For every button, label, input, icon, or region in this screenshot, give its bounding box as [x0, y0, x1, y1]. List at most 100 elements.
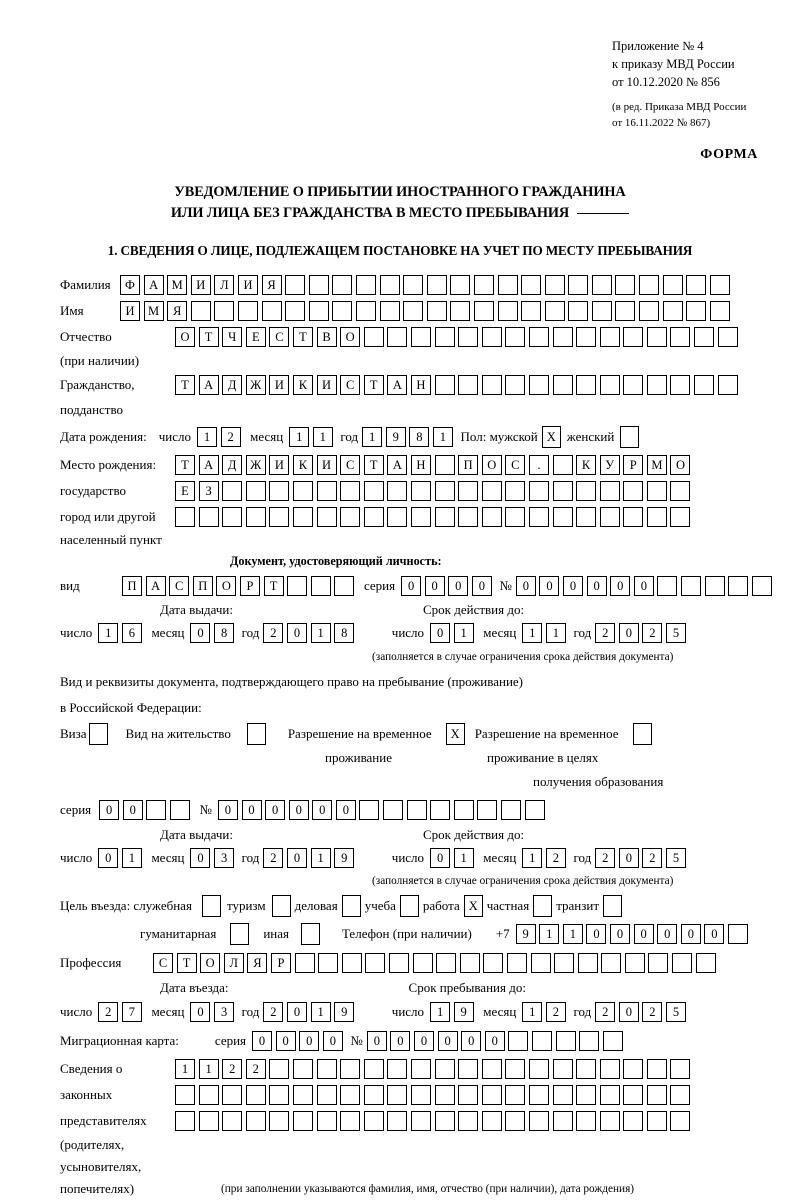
char-cell[interactable]	[686, 301, 707, 321]
char-cell[interactable]: .	[528, 455, 549, 475]
char-cell[interactable]	[670, 1085, 691, 1105]
char-cell[interactable]	[458, 1111, 479, 1131]
char-cell[interactable]	[646, 327, 667, 347]
checkbox-purpose-other[interactable]	[300, 923, 320, 945]
char-cell[interactable]	[292, 1111, 313, 1131]
char-cell[interactable]	[623, 1085, 644, 1105]
char-cell[interactable]: 1	[522, 848, 543, 868]
char-cell[interactable]	[316, 1085, 337, 1105]
char-cell[interactable]	[310, 576, 331, 596]
checkbox-purpose-study[interactable]	[399, 894, 419, 917]
char-cell[interactable]	[406, 800, 427, 820]
checkbox-purpose-tourism[interactable]	[271, 894, 291, 917]
char-cell[interactable]	[340, 1111, 361, 1131]
char-cell[interactable]: Т	[175, 375, 195, 395]
char-cell[interactable]	[552, 507, 573, 527]
char-cell[interactable]	[458, 375, 479, 395]
char-cell[interactable]: 1	[453, 623, 474, 643]
char-cell[interactable]	[599, 1059, 620, 1079]
checkbox-purpose-private[interactable]	[533, 894, 553, 917]
char-cell[interactable]: Ч	[222, 327, 243, 347]
char-cell[interactable]	[505, 1111, 526, 1131]
char-cell[interactable]	[458, 1059, 479, 1079]
char-cell[interactable]	[458, 327, 479, 347]
char-cell[interactable]: 5	[666, 848, 686, 868]
char-cell[interactable]: 0	[241, 800, 262, 820]
char-cell[interactable]	[434, 1085, 455, 1105]
checkbox-purpose-transit[interactable]	[603, 894, 623, 917]
char-cell[interactable]	[340, 1059, 361, 1079]
char-cell[interactable]: Е	[245, 327, 266, 347]
char-cell[interactable]	[341, 953, 362, 973]
char-cell[interactable]	[363, 507, 384, 527]
char-cell[interactable]	[292, 481, 313, 501]
char-cell[interactable]: А	[387, 375, 408, 395]
char-cell[interactable]: К	[576, 455, 597, 475]
checkbox-purpose-official[interactable]	[201, 894, 221, 917]
char-cell[interactable]	[528, 1059, 549, 1079]
char-cell[interactable]	[521, 301, 542, 321]
char-cell[interactable]	[169, 800, 190, 820]
char-cell[interactable]	[709, 301, 730, 321]
char-cell[interactable]	[544, 275, 565, 295]
char-cell[interactable]	[657, 576, 678, 596]
char-cell[interactable]: И	[316, 455, 337, 475]
char-cell[interactable]	[646, 507, 667, 527]
char-cell[interactable]: 2	[263, 1002, 284, 1022]
char-cell[interactable]	[505, 507, 526, 527]
char-cell[interactable]: А	[198, 375, 219, 395]
char-cell[interactable]: Т	[176, 953, 197, 973]
char-cell[interactable]	[245, 507, 266, 527]
char-cell[interactable]: 2	[595, 623, 616, 643]
char-cell[interactable]	[481, 327, 502, 347]
char-cell[interactable]	[670, 1111, 691, 1131]
char-cell[interactable]: 0	[704, 924, 725, 944]
char-cell[interactable]: И	[269, 455, 290, 475]
char-cell[interactable]	[198, 1111, 219, 1131]
char-cell[interactable]: 0	[122, 800, 143, 820]
char-cell[interactable]	[285, 275, 306, 295]
char-cell[interactable]: О	[200, 953, 221, 973]
char-cell[interactable]: 1	[310, 848, 331, 868]
char-cell[interactable]	[292, 1059, 313, 1079]
char-cell[interactable]: С	[153, 953, 173, 973]
char-cell[interactable]	[334, 576, 355, 596]
char-cell[interactable]	[599, 481, 620, 501]
char-cell[interactable]	[639, 301, 660, 321]
char-cell[interactable]	[694, 327, 715, 347]
char-cell[interactable]: 6	[121, 623, 142, 643]
char-cell[interactable]	[481, 1059, 502, 1079]
char-cell[interactable]	[434, 507, 455, 527]
char-cell[interactable]: Е	[175, 481, 195, 501]
char-cell[interactable]	[434, 481, 455, 501]
char-cell[interactable]	[623, 507, 644, 527]
char-cell[interactable]	[528, 375, 549, 395]
char-cell[interactable]	[222, 481, 243, 501]
char-cell[interactable]	[175, 507, 195, 527]
checkbox-sex-female[interactable]	[620, 426, 640, 448]
char-cell[interactable]: 0	[252, 1031, 273, 1051]
char-cell[interactable]: О	[481, 455, 502, 475]
char-cell[interactable]	[198, 1085, 219, 1105]
char-cell[interactable]	[332, 275, 353, 295]
char-cell[interactable]	[646, 375, 667, 395]
char-cell[interactable]	[552, 1085, 573, 1105]
char-cell[interactable]: Т	[292, 327, 313, 347]
char-cell[interactable]	[528, 481, 549, 501]
char-cell[interactable]: 0	[288, 800, 309, 820]
char-cell[interactable]	[686, 275, 707, 295]
legal-rep-cells-row-2[interactable]	[175, 1085, 694, 1105]
char-cell[interactable]: О	[175, 327, 195, 347]
char-cell[interactable]	[646, 481, 667, 501]
